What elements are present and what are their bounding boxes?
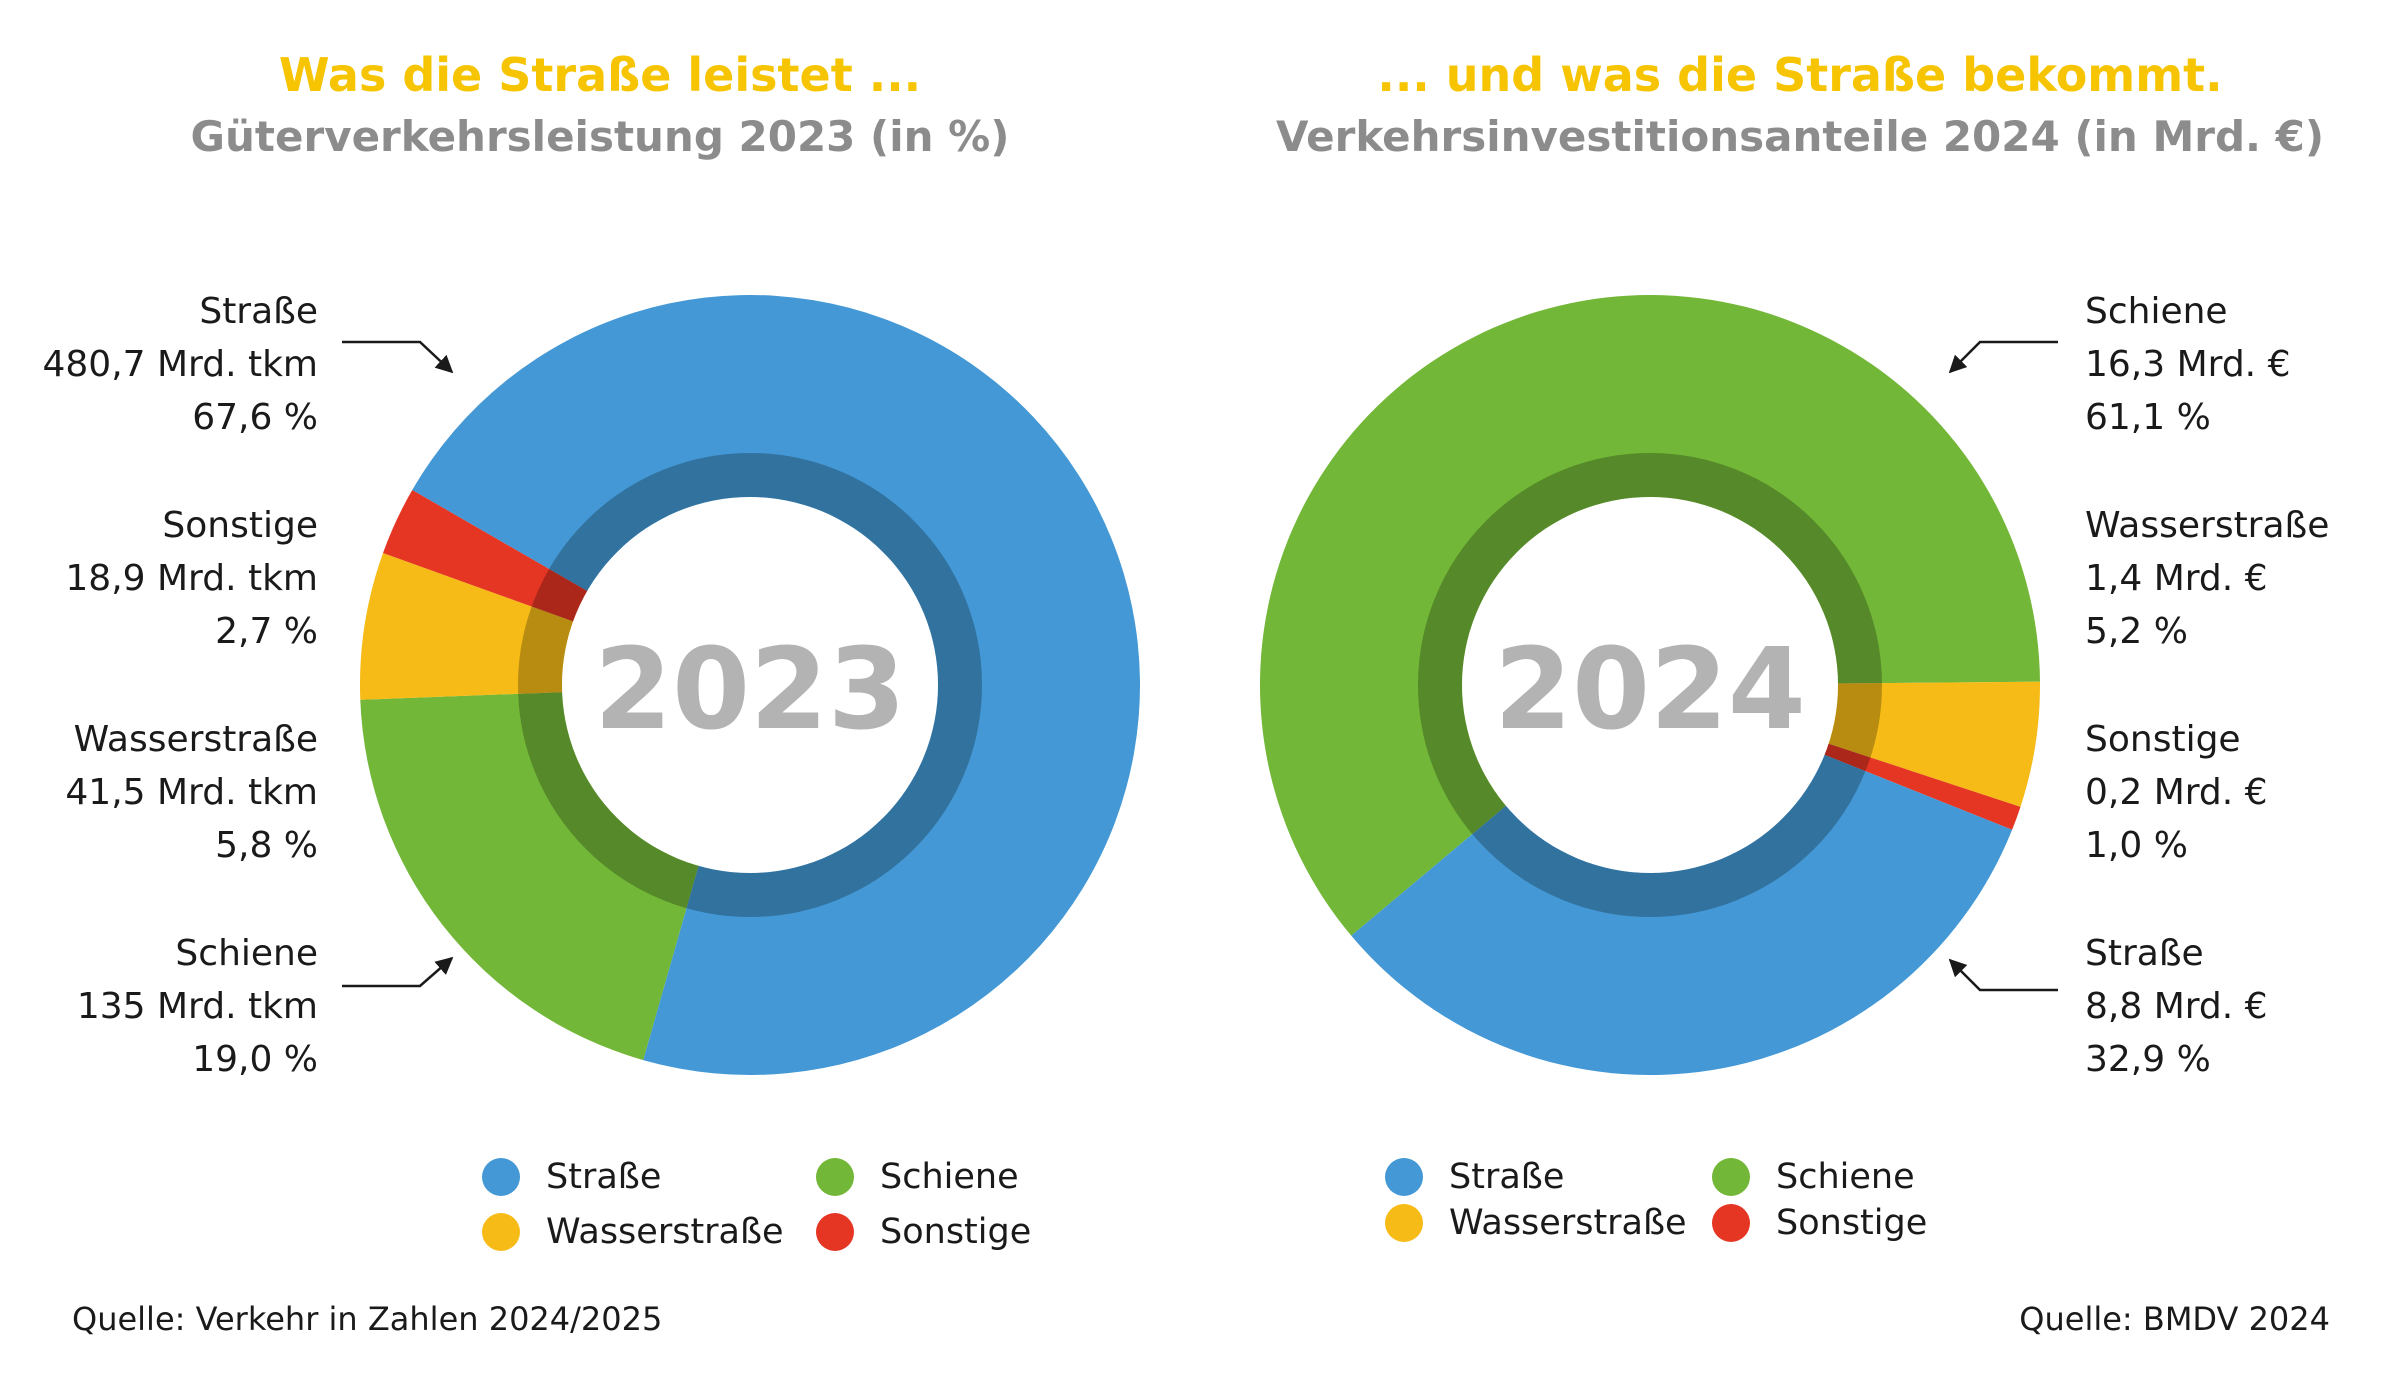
left-label-wasser-percent: 5,8 % [215,825,318,866]
right-arrow-schiene [1948,340,2058,374]
left-label-sonstige-amount: 18,9 Mrd. tkm [65,558,318,599]
right-donut-slices [1260,295,2040,1075]
right-label-strasse-amount: 8,8 Mrd. € [2085,986,2268,1027]
right-source: Quelle: BMDV 2024 [2019,1300,2330,1338]
right-legend-wasser-label: Wasserstraße [1449,1203,1687,1243]
left-label-wasser: Wasserstraße 41,5 Mrd. tkm 5,8 % [65,713,318,872]
right-label-strasse-percent: 32,9 % [2085,1039,2211,1080]
legend-dot-strasse-icon [482,1158,520,1196]
right-legend-wasser: Wasserstraße [1385,1203,1687,1243]
right-legend-schiene: Schiene [1712,1157,1915,1197]
legend-dot-sonstige-icon [816,1213,854,1251]
left-label-schiene-name: Schiene [175,933,318,974]
right-label-wasser: Wasserstraße 1,4 Mrd. € 5,2 % [2085,499,2329,658]
right-arrow-strasse [1948,958,2058,992]
right-label-wasser-name: Wasserstraße [2085,505,2330,546]
left-label-strasse-name: Straße [199,291,318,332]
left-label-schiene: Schiene 135 Mrd. tkm 19,0 % [77,927,318,1086]
right-legend-schiene-label: Schiene [1776,1157,1915,1197]
left-legend-schiene-label: Schiene [880,1157,1019,1197]
left-center-year: 2023 [594,625,906,755]
right-label-sonstige: Sonstige 0,2 Mrd. € 1,0 % [2085,713,2268,872]
right-label-strasse-name: Straße [2085,933,2204,974]
right-legend-sonstige-label: Sonstige [1776,1203,1928,1243]
left-chart-panel: Was die Straße leistet ... Güterverkehrs… [42,48,1140,1338]
legend-dot-schiene-icon [1712,1158,1750,1196]
right-label-sonstige-amount: 0,2 Mrd. € [2085,772,2268,813]
right-chart-subtitle: Verkehrsinvestitionsanteile 2024 (in Mrd… [1275,112,2325,161]
left-legend-schiene: Schiene [816,1157,1019,1197]
left-chart-subtitle: Güterverkehrsleistung 2023 (in %) [190,112,1010,161]
left-slice-wasserstrasse [360,553,609,700]
right-slice-strasse [1351,740,2013,1075]
legend-dot-schiene-icon [816,1158,854,1196]
left-slice-strasse [412,295,1140,1076]
right-label-wasser-amount: 1,4 Mrd. € [2085,558,2268,599]
right-legend-sonstige: Sonstige [1712,1203,1927,1243]
right-label-schiene-name: Schiene [2085,291,2228,332]
left-source: Quelle: Verkehr in Zahlen 2024/2025 [72,1300,663,1338]
right-label-sonstige-percent: 1,0 % [2085,825,2188,866]
right-donut-hole [1462,497,1838,873]
right-label-wasser-percent: 5,2 % [2085,611,2188,652]
left-label-schiene-percent: 19,0 % [192,1039,318,1080]
right-label-strasse: Straße 8,8 Mrd. € 32,9 % [2085,927,2268,1086]
left-label-strasse: Straße 480,7 Mrd. tkm 67,6 % [42,285,318,444]
left-label-strasse-amount: 480,7 Mrd. tkm [42,344,318,385]
right-inner-shadow-ring [1418,453,1882,917]
right-label-schiene-amount: 16,3 Mrd. € [2085,344,2291,385]
left-legend-sonstige-label: Sonstige [880,1212,1032,1252]
left-legend-wasser: Wasserstraße [482,1212,784,1252]
right-chart-title: ... und was die Straße bekommt. [1377,48,2223,102]
right-legend-strasse-label: Straße [1449,1157,1565,1197]
left-label-wasser-amount: 41,5 Mrd. tkm [65,772,318,813]
left-legend-strasse-label: Straße [546,1157,662,1197]
right-label-schiene: Schiene 16,3 Mrd. € 61,1 % [2085,285,2290,444]
left-arrow-schiene [342,956,454,988]
left-legend-sonstige: Sonstige [816,1212,1031,1252]
left-slice-sonstige [383,490,621,635]
right-label-sonstige-name: Sonstige [2085,719,2241,760]
right-center-year: 2024 [1494,625,1806,755]
left-label-sonstige-name: Sonstige [162,505,318,546]
left-donut-chart: 2023 [342,295,1140,1076]
right-slice-schiene [1260,295,2040,936]
legend-dot-wasser-icon [482,1213,520,1251]
right-donut-chart: 2024 [1260,295,2058,1075]
left-label-sonstige: Sonstige 18,9 Mrd. tkm 2,7 % [65,499,318,658]
left-label-schiene-amount: 135 Mrd. tkm [76,986,318,1027]
right-chart-panel: ... und was die Straße bekommt. Verkehrs… [1200,0,2400,1380]
left-inner-shadow-ring [518,453,982,917]
left-donut-hole [562,497,938,873]
right-slice-sonstige [1789,731,2021,830]
legend-dot-strasse-icon [1385,1158,1423,1196]
right-legend-strasse: Straße [1385,1157,1564,1197]
right-label-schiene-percent: 61,1 % [2085,397,2211,438]
left-label-sonstige-percent: 2,7 % [215,611,318,652]
left-chart-title: Was die Straße leistet ... [278,48,922,102]
left-arrow-strasse [342,340,454,374]
right-slice-wasserstrasse [1792,681,2040,807]
legend-dot-wasser-icon [1385,1204,1423,1242]
left-label-strasse-percent: 67,6 % [192,397,318,438]
left-legend-strasse: Straße [482,1157,661,1197]
legend-dot-sonstige-icon [1712,1204,1750,1242]
left-label-wasser-name: Wasserstraße [73,719,318,760]
left-legend-wasser-label: Wasserstraße [546,1212,784,1252]
